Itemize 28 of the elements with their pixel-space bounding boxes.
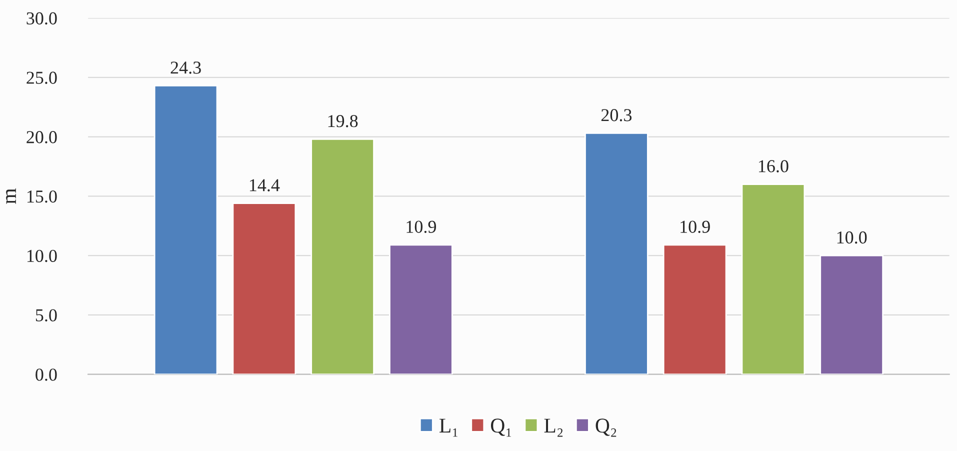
y-tick-label: 5.0	[36, 309, 57, 322]
data-label: 24.3	[170, 62, 201, 74]
legend-label: L₁	[440, 418, 458, 437]
bar	[310, 138, 374, 374]
data-label: 10.0	[837, 231, 867, 244]
data-label: 16.0	[759, 160, 788, 172]
data-label: 10.9	[680, 220, 710, 233]
y-tick-label: 25.0	[26, 72, 57, 84]
legend-label: Q₂	[596, 418, 616, 437]
legend-label: Q₁	[490, 418, 512, 437]
bar	[662, 244, 727, 374]
y-tick-label: 10.0	[27, 250, 57, 262]
bar	[232, 202, 296, 374]
bar	[741, 184, 806, 374]
bar	[154, 85, 218, 374]
y-tick-label: 30.0	[26, 12, 57, 25]
y-axis-title: m	[6, 188, 16, 204]
y-tick-label: 20.0	[26, 131, 57, 144]
y-tick-label: 15.0	[27, 190, 57, 203]
bar	[389, 244, 453, 374]
bar	[584, 132, 648, 374]
data-label: 19.8	[328, 114, 358, 128]
data-label: 20.3	[601, 109, 632, 122]
data-label: 14.4	[250, 179, 280, 192]
legend-label: L₂	[544, 418, 563, 437]
bar	[820, 254, 884, 374]
y-tick-label: 0.0	[36, 368, 57, 381]
data-label: 10.9	[406, 220, 436, 233]
